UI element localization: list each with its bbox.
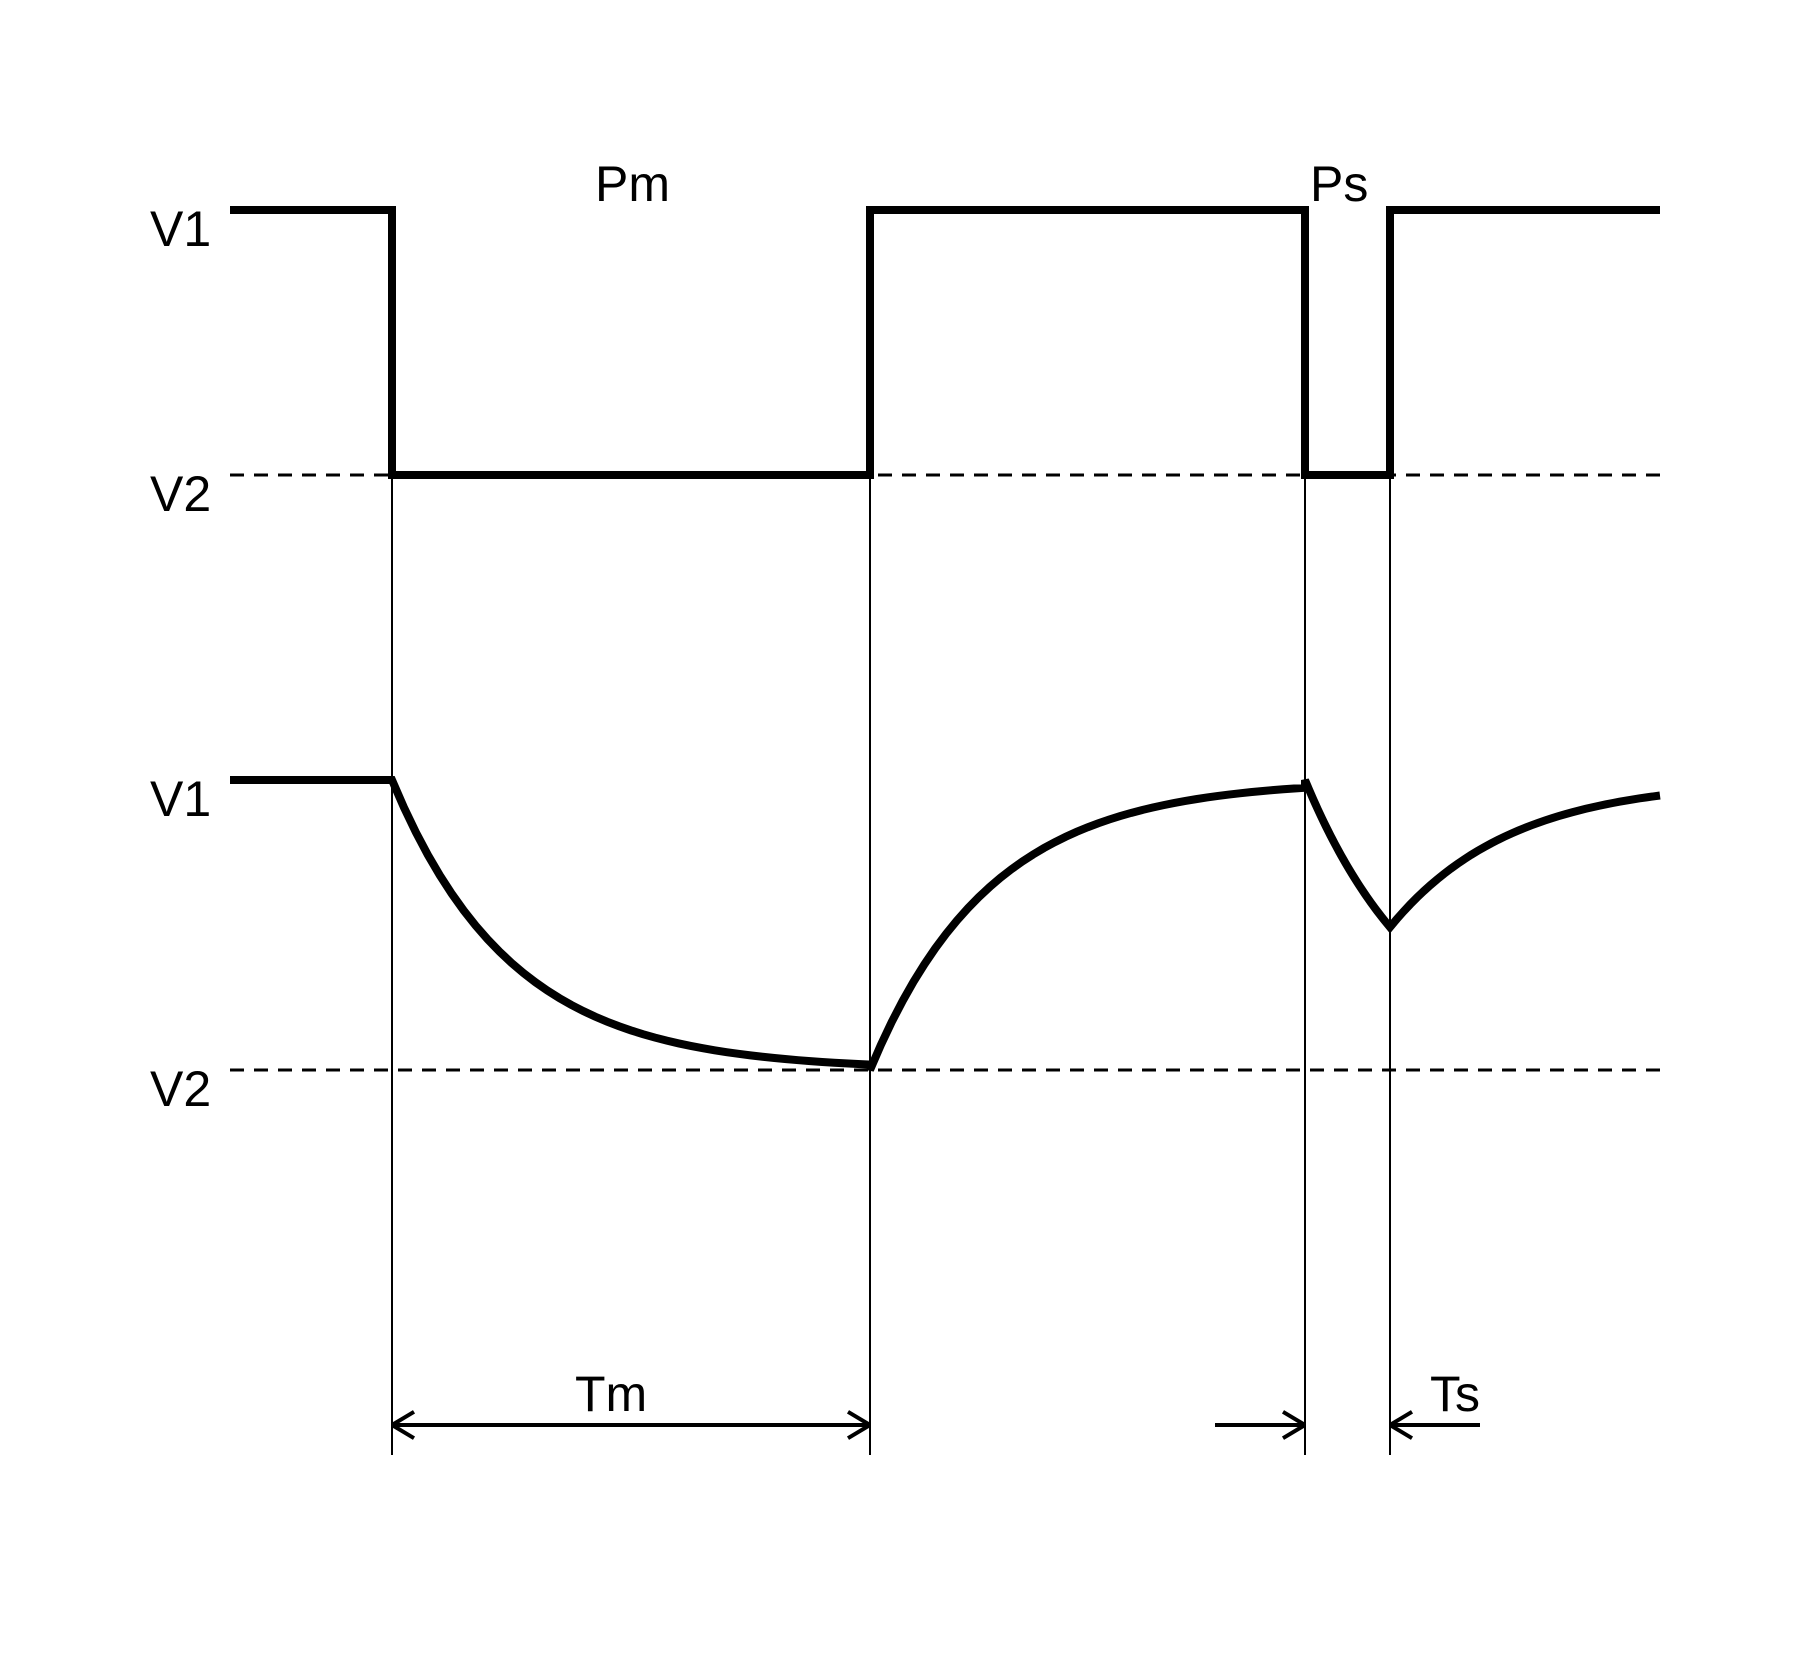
label-ts: Ts [1430,1365,1480,1423]
label-v2-bot: V2 [150,1060,211,1118]
timing-diagram-svg [0,0,1817,1675]
label-v2-top: V2 [150,465,211,523]
label-ps: Ps [1310,155,1368,213]
timing-diagram-canvas: Pm Ps V1 V2 V1 V2 Tm Ts [0,0,1817,1675]
label-tm: Tm [575,1365,647,1423]
label-v1-top: V1 [150,200,211,258]
label-v1-bot: V1 [150,770,211,828]
label-pm: Pm [595,155,670,213]
